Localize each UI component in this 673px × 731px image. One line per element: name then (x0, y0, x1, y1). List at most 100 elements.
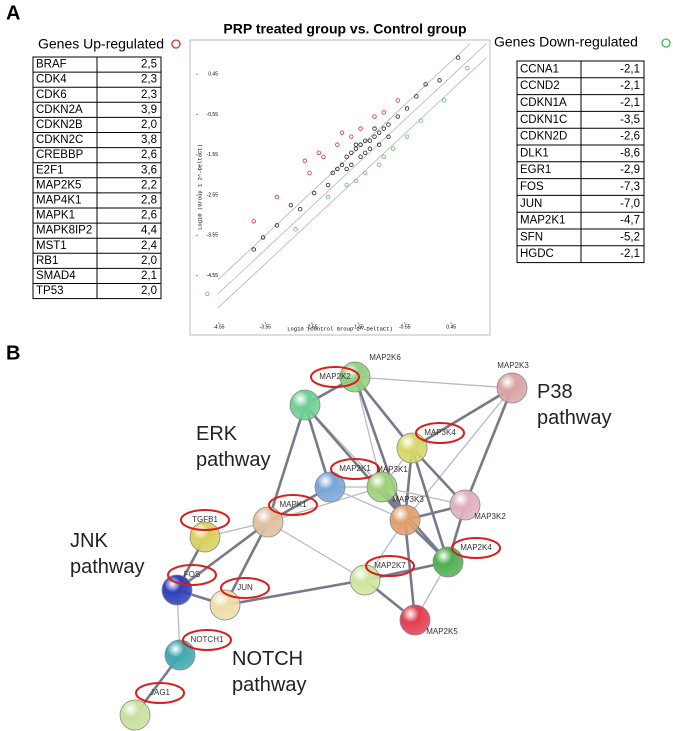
edge (267, 521, 366, 581)
node (314, 471, 346, 503)
x-axis-label: Log10 (Control Group 2^-DeltaCt) (287, 325, 393, 332)
point (404, 106, 410, 111)
point (363, 150, 368, 155)
point (297, 206, 303, 212)
table-cell: 2,8 (141, 194, 157, 206)
table-cell: CDKN1A (520, 97, 567, 109)
pathway-label: ERK pathway (196, 423, 271, 471)
table-cell: CDKN2C (36, 134, 83, 146)
node (396, 432, 428, 464)
point (307, 170, 312, 176)
table-cell: FOS (520, 181, 544, 193)
x-tick-label: -3.55 (260, 324, 272, 330)
point (293, 227, 298, 232)
table-cell: -2,6 (620, 131, 640, 143)
point (344, 182, 349, 188)
point (339, 130, 345, 135)
table-cell: SFN (520, 231, 543, 243)
table-cell: HGDC (520, 248, 554, 260)
point (367, 138, 373, 143)
highlight (220, 577, 270, 599)
point (381, 126, 387, 131)
table-heading: Genes Up-regulated (38, 36, 164, 52)
y-tick-label: -0.55 (207, 112, 219, 118)
chart-title: PRP treated group vs. Control group (223, 21, 466, 37)
point (395, 114, 400, 119)
table-cell: -2,9 (620, 164, 640, 176)
table-cell: -2,1 (620, 248, 640, 260)
node-label: MAP2K6 (369, 353, 401, 362)
edge (354, 376, 513, 389)
point (321, 154, 326, 160)
highlight (330, 458, 380, 480)
y-axis-label: Log10 (Group 1 2^-DeltaCt) (196, 144, 203, 230)
node (449, 489, 481, 521)
node (189, 521, 221, 553)
point (381, 110, 387, 115)
pathway-label: JNK pathway (70, 530, 145, 578)
point (251, 219, 256, 224)
point (390, 146, 396, 151)
table-cell: CCND2 (520, 80, 560, 92)
table-cell: 4,4 (141, 225, 158, 237)
point (372, 114, 377, 119)
table-cell: -5,2 (620, 231, 640, 243)
table-cell: 2,5 (141, 59, 157, 71)
x-tick-label: 0.45 (446, 324, 456, 330)
point (349, 162, 354, 168)
table-cell: MAP2K5 (36, 179, 81, 191)
node-label: MAP2K5 (426, 627, 458, 636)
edge (403, 519, 417, 621)
point (358, 154, 363, 160)
point (441, 98, 447, 103)
point (330, 170, 335, 176)
point (423, 82, 428, 87)
table-cell: CDKN2D (520, 131, 567, 143)
point (335, 142, 340, 147)
table-cell: -8,6 (620, 147, 640, 159)
node-label: FOS (184, 570, 200, 579)
edge (463, 387, 514, 506)
point (205, 291, 210, 296)
table-cell: 2,4 (141, 240, 158, 252)
node (339, 361, 371, 393)
highlight (268, 494, 318, 516)
table-cell: CDK4 (36, 74, 67, 86)
table-cell: -2,1 (620, 80, 640, 92)
point (353, 178, 359, 184)
point (376, 162, 382, 168)
point (311, 190, 317, 196)
point (465, 65, 470, 71)
point (260, 235, 266, 240)
table-cell: 3,6 (141, 164, 157, 176)
point (251, 247, 256, 252)
point (367, 146, 373, 151)
x-tick-label: -1.55 (353, 324, 365, 330)
point (349, 150, 354, 155)
edge (411, 386, 513, 450)
table-cell: MAPK1 (36, 210, 75, 222)
table-cell: -2,1 (620, 97, 640, 109)
x-tick-label: -2.55 (306, 324, 318, 330)
panel-label: A (6, 2, 20, 24)
point (325, 194, 331, 200)
edge (266, 404, 307, 523)
table-cell: 2,6 (141, 149, 157, 161)
y-tick-label: -1.55 (207, 152, 219, 158)
node-label: MAP2K2 (319, 372, 351, 381)
table-cell: -4,7 (620, 215, 640, 227)
point (386, 134, 391, 139)
edge (223, 521, 270, 606)
reference-line (217, 57, 487, 309)
y-tick-label: -4.55 (207, 273, 219, 279)
point (372, 126, 377, 131)
table-cell: CDKN2B (36, 119, 83, 131)
x-tick-label: -0.55 (399, 324, 411, 330)
table-cell: MAPK8IP2 (36, 225, 92, 237)
table-cell: CDKN1C (520, 114, 567, 126)
highlight (415, 422, 465, 444)
point (316, 150, 321, 155)
node (496, 372, 528, 404)
x-tick-label: -4.55 (213, 324, 225, 330)
